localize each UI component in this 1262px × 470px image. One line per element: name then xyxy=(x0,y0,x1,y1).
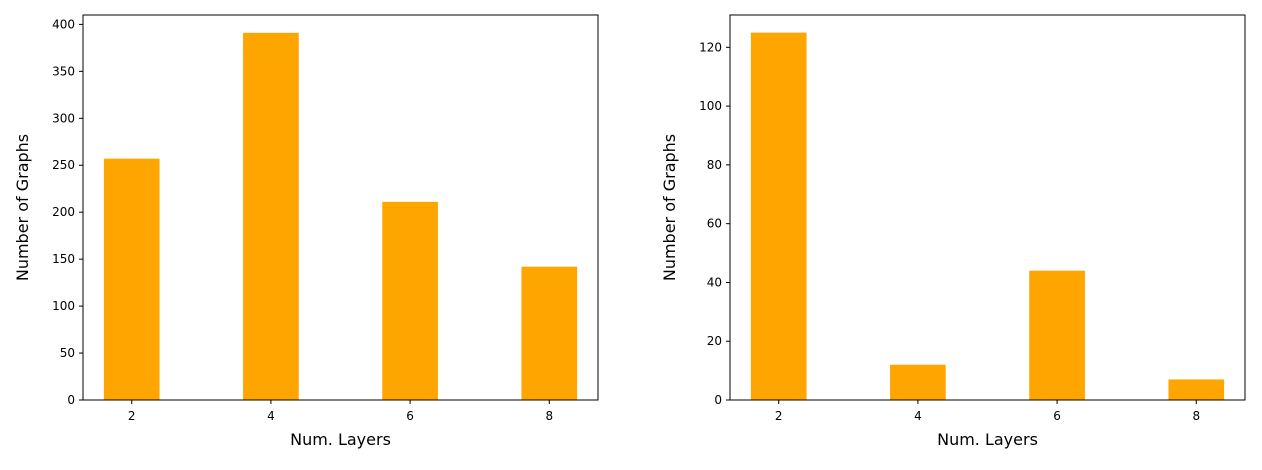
plot-frame xyxy=(729,14,1246,401)
x-tick-label: 6 xyxy=(1053,409,1061,423)
y-tick-label: 150 xyxy=(52,252,75,266)
y-tick-label: 50 xyxy=(60,346,75,360)
y-tick-label: 40 xyxy=(707,275,722,289)
y-tick-label: 0 xyxy=(67,393,75,407)
bar xyxy=(1168,379,1225,400)
y-axis-label: Number of Graphs xyxy=(13,134,32,281)
x-axis-label: Num. Layers xyxy=(290,430,391,449)
x-tick-label: 4 xyxy=(267,409,275,423)
x-tick-label: 8 xyxy=(1192,409,1200,423)
bar xyxy=(521,266,578,400)
y-tick-label: 400 xyxy=(52,17,75,31)
x-tick-label: 2 xyxy=(128,409,136,423)
x-axis-label: Num. Layers xyxy=(937,430,1038,449)
x-tick-label: 8 xyxy=(545,409,553,423)
y-tick-label: 80 xyxy=(707,158,722,172)
y-tick-label: 200 xyxy=(52,205,75,219)
y-tick-label: 300 xyxy=(52,111,75,125)
x-tick-label: 4 xyxy=(914,409,922,423)
y-tick-label: 120 xyxy=(699,40,722,54)
bar xyxy=(243,32,299,401)
bar xyxy=(1029,270,1085,400)
y-tick-label: 350 xyxy=(52,64,75,78)
y-tick-label: 20 xyxy=(707,334,722,348)
x-tick-label: 6 xyxy=(406,409,414,423)
left-bar-chart: 2 4 6 8 0 50 100 150 200 250 300 350 400 Num. Layers N… xyxy=(13,14,599,449)
bar xyxy=(890,364,946,400)
plot-frame xyxy=(82,14,599,401)
bar xyxy=(382,201,438,400)
y-tick-label: 100 xyxy=(52,299,75,313)
bar xyxy=(103,158,160,400)
y-tick-label: 100 xyxy=(699,99,722,113)
bar xyxy=(750,32,807,401)
y-axis-label: Number of Graphs xyxy=(660,134,679,281)
y-tick-label: 0 xyxy=(714,393,722,407)
y-tick-label: 60 xyxy=(707,217,722,231)
y-tick-label: 250 xyxy=(52,158,75,172)
x-tick-label: 2 xyxy=(775,409,783,423)
